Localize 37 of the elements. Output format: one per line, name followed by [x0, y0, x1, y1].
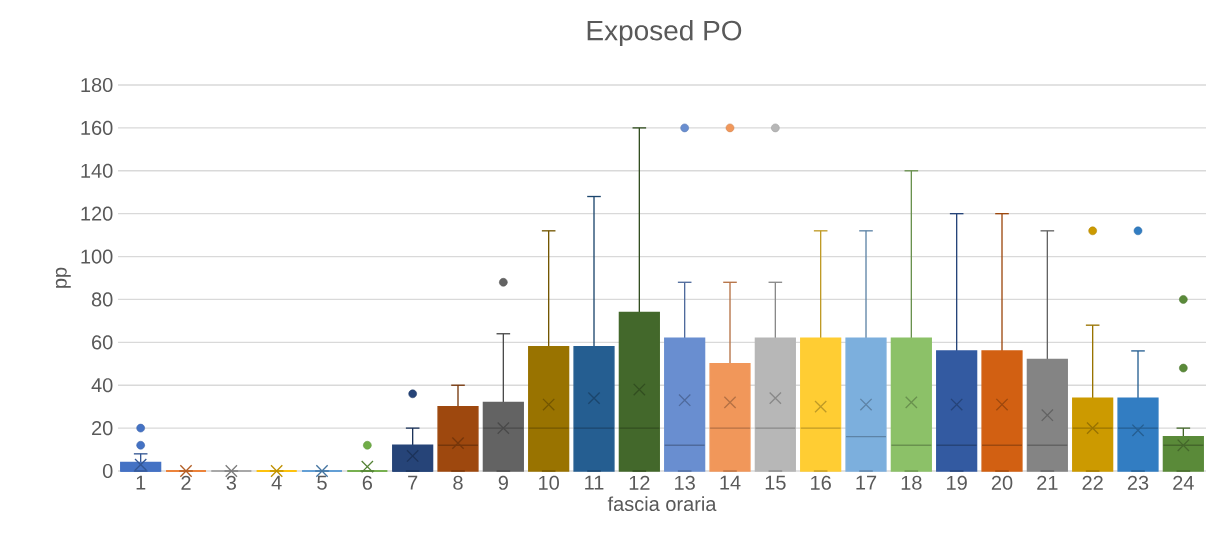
x-tick-label: 24 [1173, 475, 1194, 490]
x-tick-label: 21 [1037, 475, 1058, 490]
x-tick-label: 6 [362, 475, 373, 490]
x-tick-label: 20 [991, 475, 1013, 490]
x-tick-label: 11 [585, 475, 604, 490]
x-tick-label: 23 [1127, 475, 1149, 490]
y-tick-label: 60 [92, 335, 113, 350]
x-tick-label: 15 [765, 475, 786, 490]
y-tick-label: 140 [81, 163, 113, 178]
y-tick-label: 80 [91, 292, 113, 307]
y-tick-label: 160 [81, 120, 113, 135]
y-tick-label: 180 [81, 77, 113, 93]
x-axis-title: fascia oraria [607, 496, 717, 512]
x-tick-label: 14 [720, 475, 741, 490]
x-tick-label: 8 [453, 475, 463, 490]
y-tick-label: 100 [81, 249, 113, 264]
x-tick-label: 13 [675, 475, 695, 490]
y-tick-label: 0 [102, 463, 113, 479]
y-tick-label: 40 [91, 378, 113, 393]
x-tick-label: 12 [629, 475, 650, 490]
x-tick-label: 16 [811, 475, 831, 490]
x-tick-label: 19 [947, 475, 967, 490]
x-tick-label: 2 [181, 475, 191, 490]
x-tick-label: 17 [856, 475, 877, 490]
x-tick-label: 9 [498, 475, 508, 490]
chart-title: Exposed PO [587, 19, 742, 47]
x-tick-label: 1 [136, 475, 146, 490]
x-tick-label: 10 [539, 475, 559, 490]
x-tick-label: 18 [901, 475, 922, 490]
x-tick-label: 5 [317, 475, 327, 490]
x-tick-label: 4 [271, 475, 282, 490]
x-tick-label: 22 [1082, 475, 1103, 490]
y-tick-label: 120 [81, 206, 113, 221]
x-tick-label: 3 [226, 475, 237, 490]
y-axis-title: pp [55, 267, 71, 288]
x-tick-label: 7 [408, 475, 418, 490]
y-tick-label: 20 [92, 421, 113, 436]
